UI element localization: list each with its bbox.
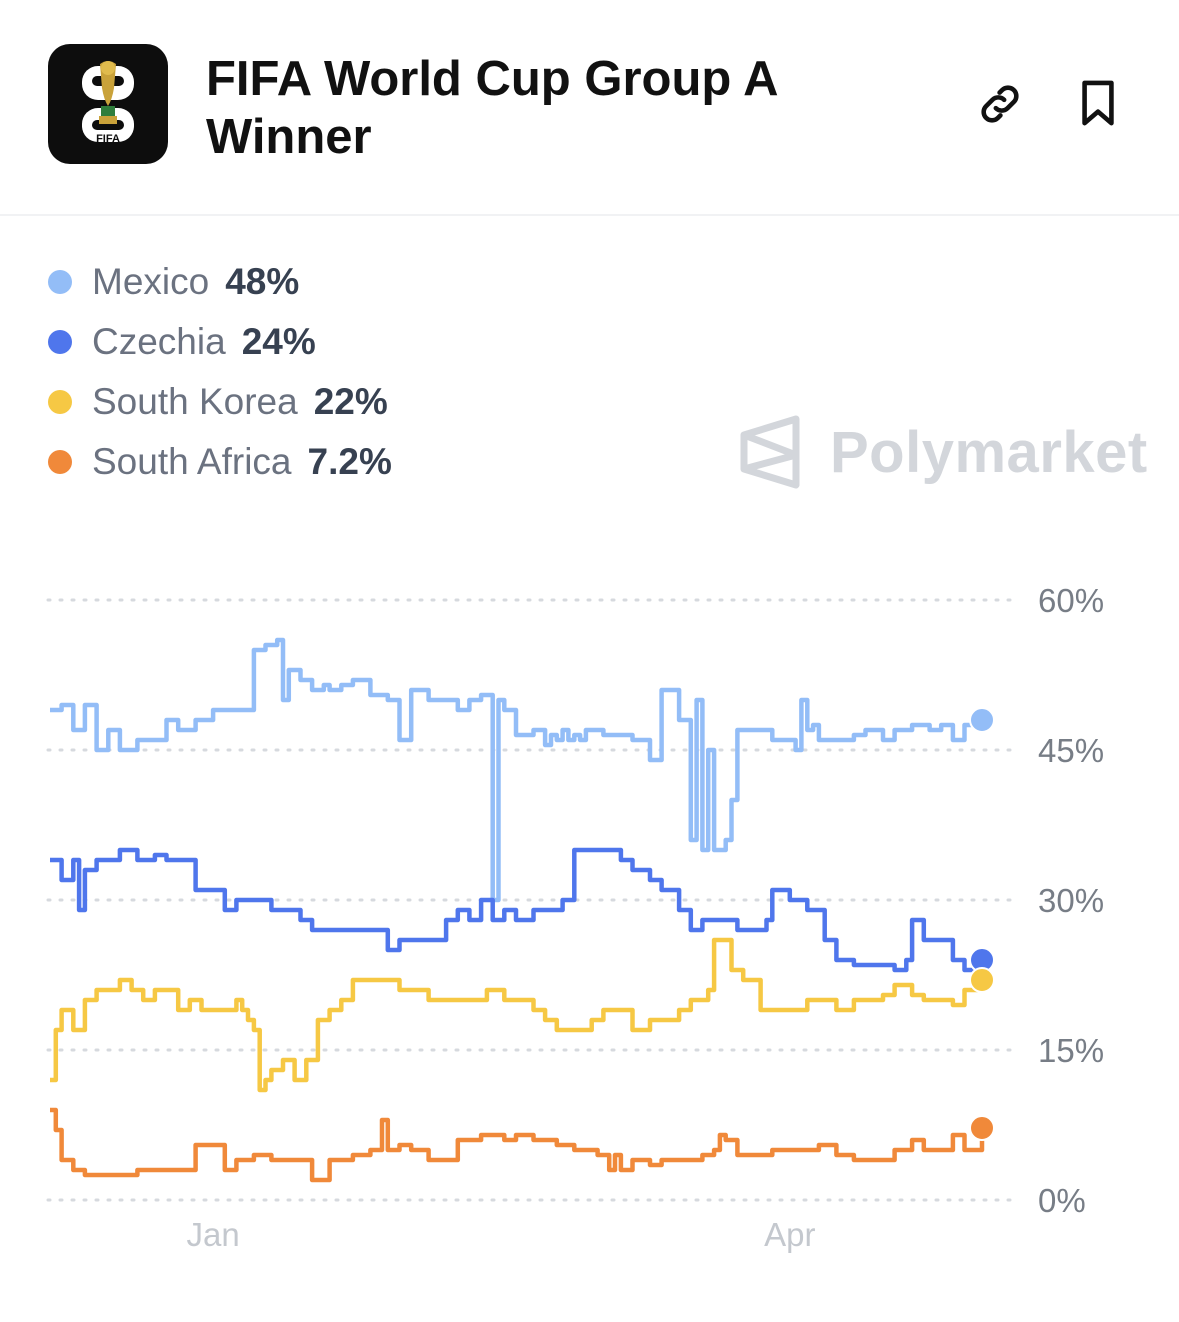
y-tick-label: 60% [1038,582,1104,619]
legend-dot [48,450,72,474]
series-line-south-korea [50,937,985,1093]
world-cup-trophy-logo: FIFA [48,44,168,164]
bookmark-button[interactable] [1072,78,1124,130]
link-button[interactable] [974,78,1026,130]
series-line-south-africa [50,1107,985,1183]
series-endpoint-mexico [969,707,995,733]
logo-text: FIFA [96,133,120,145]
market-header: FIFA FIFA World Cup Group A Winner [0,0,1179,216]
legend-dot [48,390,72,414]
page-title: FIFA World Cup Group A Winner [206,52,777,164]
series-line-czechia [50,847,985,973]
legend-name: Mexico [92,261,210,302]
series-endpoint-south-korea [969,967,995,993]
y-tick-label: 0% [1038,1182,1086,1219]
chart-grid [46,598,1012,1202]
series-endpoint-south-africa [969,1115,995,1141]
legend-name: South Africa [92,441,292,482]
legend-item-south-africa: South Africa 7.2% [48,432,392,492]
x-axis-labels: Jan Apr [186,1216,815,1253]
series-line-mexico [50,637,985,903]
legend-value: 24% [241,321,316,362]
polymarket-logo [740,415,800,489]
x-tick-label: Apr [764,1216,815,1253]
legend-dot [48,330,72,354]
legend-name: South Korea [92,381,298,422]
y-tick-label: 15% [1038,1032,1104,1069]
chart-legend: Mexico 48% Czechia 24% South Korea 22% S… [48,252,392,492]
y-axis-labels: 0% 15% 30% 45% 60% [1038,582,1104,1219]
polymarket-watermark: Polymarket [738,412,1148,492]
legend-item-south-korea: South Korea 22% [48,372,392,432]
bookmark-icon [1082,80,1114,126]
probability-chart: 0% 15% 30% 45% 60% Jan Apr [46,582,1104,1253]
legend-value: 22% [313,381,388,422]
x-tick-label: Jan [186,1216,239,1253]
legend-name: Czechia [92,321,226,362]
legend-value: 48% [225,261,300,302]
legend-value: 7.2% [307,441,392,482]
legend-item-czechia: Czechia 24% [48,312,392,372]
legend-dot [48,270,72,294]
watermark-text: Polymarket [830,419,1148,485]
legend-item-mexico: Mexico 48% [48,252,392,312]
link-icon [981,85,1019,123]
chart-series [50,637,995,1183]
y-tick-label: 45% [1038,732,1104,769]
y-tick-label: 30% [1038,882,1104,919]
